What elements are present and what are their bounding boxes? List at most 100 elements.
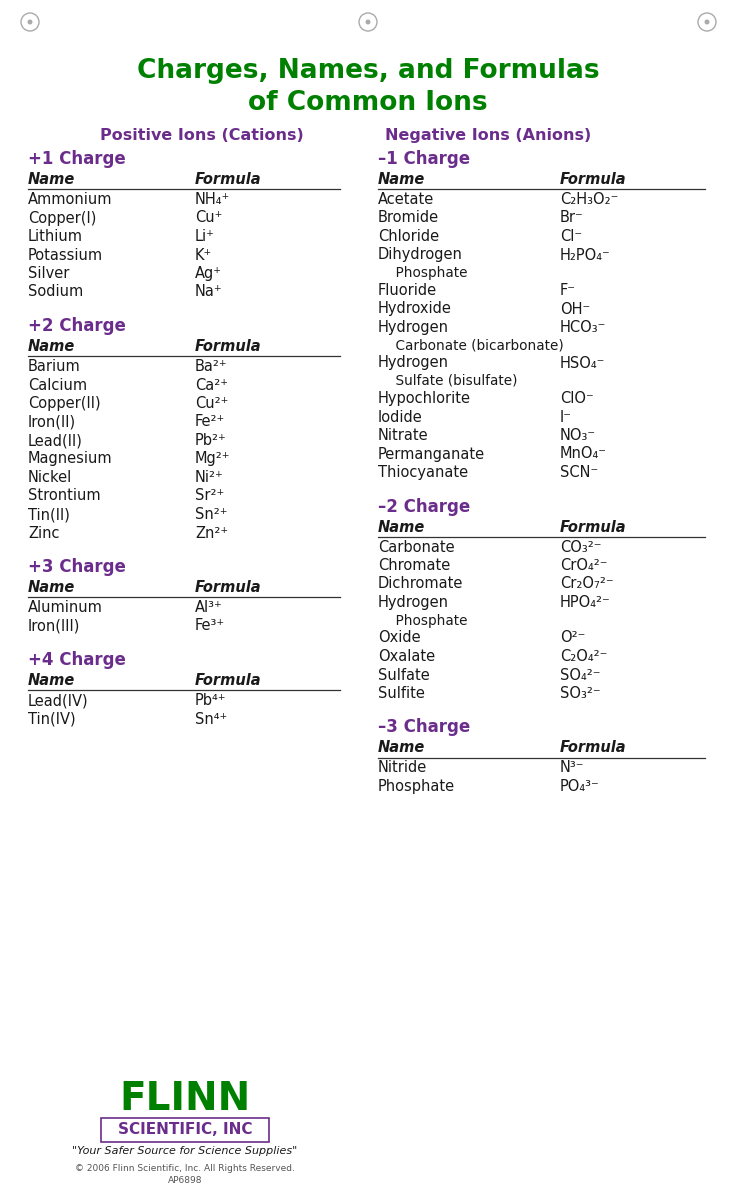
Text: HCO₃⁻: HCO₃⁻ — [560, 320, 607, 335]
Text: Strontium: Strontium — [28, 488, 101, 504]
Text: Calcium: Calcium — [28, 378, 87, 392]
Text: Mg²⁺: Mg²⁺ — [195, 451, 231, 467]
Text: Copper(I): Copper(I) — [28, 210, 97, 226]
Text: Sulfate (bisulfate): Sulfate (bisulfate) — [378, 374, 517, 388]
Text: Name: Name — [28, 580, 75, 595]
Text: Ni²⁺: Ni²⁺ — [195, 470, 224, 485]
Text: HSO₄⁻: HSO₄⁻ — [560, 355, 605, 371]
Text: Dichromate: Dichromate — [378, 576, 464, 592]
Text: AP6898: AP6898 — [168, 1176, 202, 1186]
Text: "Your Safer Source for Science Supplies": "Your Safer Source for Science Supplies" — [72, 1146, 298, 1156]
Text: Lead(II): Lead(II) — [28, 433, 83, 448]
Text: N³⁻: N³⁻ — [560, 761, 584, 775]
Text: Formula: Formula — [560, 172, 626, 187]
Text: Hydrogen: Hydrogen — [378, 355, 449, 371]
Text: +4 Charge: +4 Charge — [28, 650, 126, 670]
Text: –2 Charge: –2 Charge — [378, 498, 470, 516]
Text: Fe²⁺: Fe²⁺ — [195, 414, 226, 430]
Text: Bromide: Bromide — [378, 210, 439, 226]
Text: Formula: Formula — [560, 520, 626, 534]
Text: Carbonate: Carbonate — [378, 540, 455, 554]
Text: O²⁻: O²⁻ — [560, 630, 585, 646]
Text: Carbonate (bicarbonate): Carbonate (bicarbonate) — [378, 338, 564, 353]
Text: OH⁻: OH⁻ — [560, 301, 590, 317]
Text: +1 Charge: +1 Charge — [28, 150, 126, 168]
Text: Silver: Silver — [28, 266, 69, 281]
Text: C₂H₃O₂⁻: C₂H₃O₂⁻ — [560, 192, 618, 206]
Text: Formula: Formula — [195, 338, 262, 354]
Text: Cr₂O₇²⁻: Cr₂O₇²⁻ — [560, 576, 614, 592]
Text: Chloride: Chloride — [378, 229, 439, 244]
Text: Ba²⁺: Ba²⁺ — [195, 359, 228, 374]
Text: Thiocyanate: Thiocyanate — [378, 464, 468, 480]
Text: HPO₄²⁻: HPO₄²⁻ — [560, 595, 611, 610]
Text: SCIENTIFIC, INC: SCIENTIFIC, INC — [118, 1122, 252, 1138]
Text: Hydroxide: Hydroxide — [378, 301, 452, 317]
Text: NO₃⁻: NO₃⁻ — [560, 428, 596, 443]
Text: Iodide: Iodide — [378, 409, 423, 425]
Text: Nitrate: Nitrate — [378, 428, 429, 443]
Text: Sn⁴⁺: Sn⁴⁺ — [195, 712, 227, 726]
Text: Ag⁺: Ag⁺ — [195, 266, 222, 281]
Text: MnO₄⁻: MnO₄⁻ — [560, 446, 607, 462]
Text: Nickel: Nickel — [28, 470, 72, 485]
Text: CrO₄²⁻: CrO₄²⁻ — [560, 558, 607, 572]
Text: Phosphate: Phosphate — [378, 779, 455, 794]
Text: Nitride: Nitride — [378, 761, 427, 775]
Text: Sr²⁺: Sr²⁺ — [195, 488, 224, 504]
Text: Hydrogen: Hydrogen — [378, 595, 449, 610]
Text: Name: Name — [28, 673, 75, 688]
Text: Barium: Barium — [28, 359, 81, 374]
Text: NH₄⁺: NH₄⁺ — [195, 192, 230, 206]
Text: of Common Ions: of Common Ions — [248, 90, 488, 116]
Text: Cu²⁺: Cu²⁺ — [195, 396, 228, 410]
Text: CO₃²⁻: CO₃²⁻ — [560, 540, 601, 554]
Text: +3 Charge: +3 Charge — [28, 558, 126, 576]
Text: Iron(II): Iron(II) — [28, 414, 76, 430]
Circle shape — [705, 19, 710, 24]
Text: Dihydrogen: Dihydrogen — [378, 247, 463, 263]
Text: FLINN: FLINN — [119, 1080, 251, 1118]
Text: Iron(III): Iron(III) — [28, 618, 80, 634]
Text: Copper(II): Copper(II) — [28, 396, 101, 410]
Text: © 2006 Flinn Scientific, Inc. All Rights Reserved.: © 2006 Flinn Scientific, Inc. All Rights… — [75, 1164, 295, 1174]
Text: Phosphate: Phosphate — [378, 266, 467, 280]
Text: Chromate: Chromate — [378, 558, 450, 572]
Text: Zinc: Zinc — [28, 526, 60, 540]
Text: Aluminum: Aluminum — [28, 600, 103, 614]
Text: Lithium: Lithium — [28, 229, 83, 244]
Text: Acetate: Acetate — [378, 192, 434, 206]
Text: Br⁻: Br⁻ — [560, 210, 584, 226]
Text: H₂PO₄⁻: H₂PO₄⁻ — [560, 247, 611, 263]
Text: Li⁺: Li⁺ — [195, 229, 215, 244]
Circle shape — [27, 19, 32, 24]
Text: Cu⁺: Cu⁺ — [195, 210, 223, 226]
Text: Name: Name — [28, 172, 75, 187]
Text: Phosphate: Phosphate — [378, 613, 467, 628]
Text: Oxide: Oxide — [378, 630, 421, 646]
Text: Hypochlorite: Hypochlorite — [378, 391, 471, 406]
Text: –1 Charge: –1 Charge — [378, 150, 470, 168]
Text: Na⁺: Na⁺ — [195, 284, 223, 300]
Text: Al³⁺: Al³⁺ — [195, 600, 223, 614]
Text: Name: Name — [378, 740, 425, 756]
Text: Lead(IV): Lead(IV) — [28, 692, 88, 708]
Text: Formula: Formula — [195, 673, 262, 688]
Text: Hydrogen: Hydrogen — [378, 320, 449, 335]
Text: Oxalate: Oxalate — [378, 649, 435, 664]
Text: Sn²⁺: Sn²⁺ — [195, 506, 228, 522]
Text: Fluoride: Fluoride — [378, 283, 437, 298]
Text: Name: Name — [378, 520, 425, 534]
Text: Sulfite: Sulfite — [378, 686, 425, 701]
Text: Zn²⁺: Zn²⁺ — [195, 526, 228, 540]
Text: F⁻: F⁻ — [560, 283, 576, 298]
Text: Pb²⁺: Pb²⁺ — [195, 433, 227, 448]
Text: Potassium: Potassium — [28, 247, 103, 263]
Text: Negative Ions (Anions): Negative Ions (Anions) — [385, 128, 591, 143]
Text: SCN⁻: SCN⁻ — [560, 464, 598, 480]
Text: Tin(IV): Tin(IV) — [28, 712, 76, 726]
Text: Magnesium: Magnesium — [28, 451, 113, 467]
Text: +2 Charge: +2 Charge — [28, 317, 126, 335]
Text: Pb⁴⁺: Pb⁴⁺ — [195, 692, 226, 708]
Text: Permanganate: Permanganate — [378, 446, 485, 462]
